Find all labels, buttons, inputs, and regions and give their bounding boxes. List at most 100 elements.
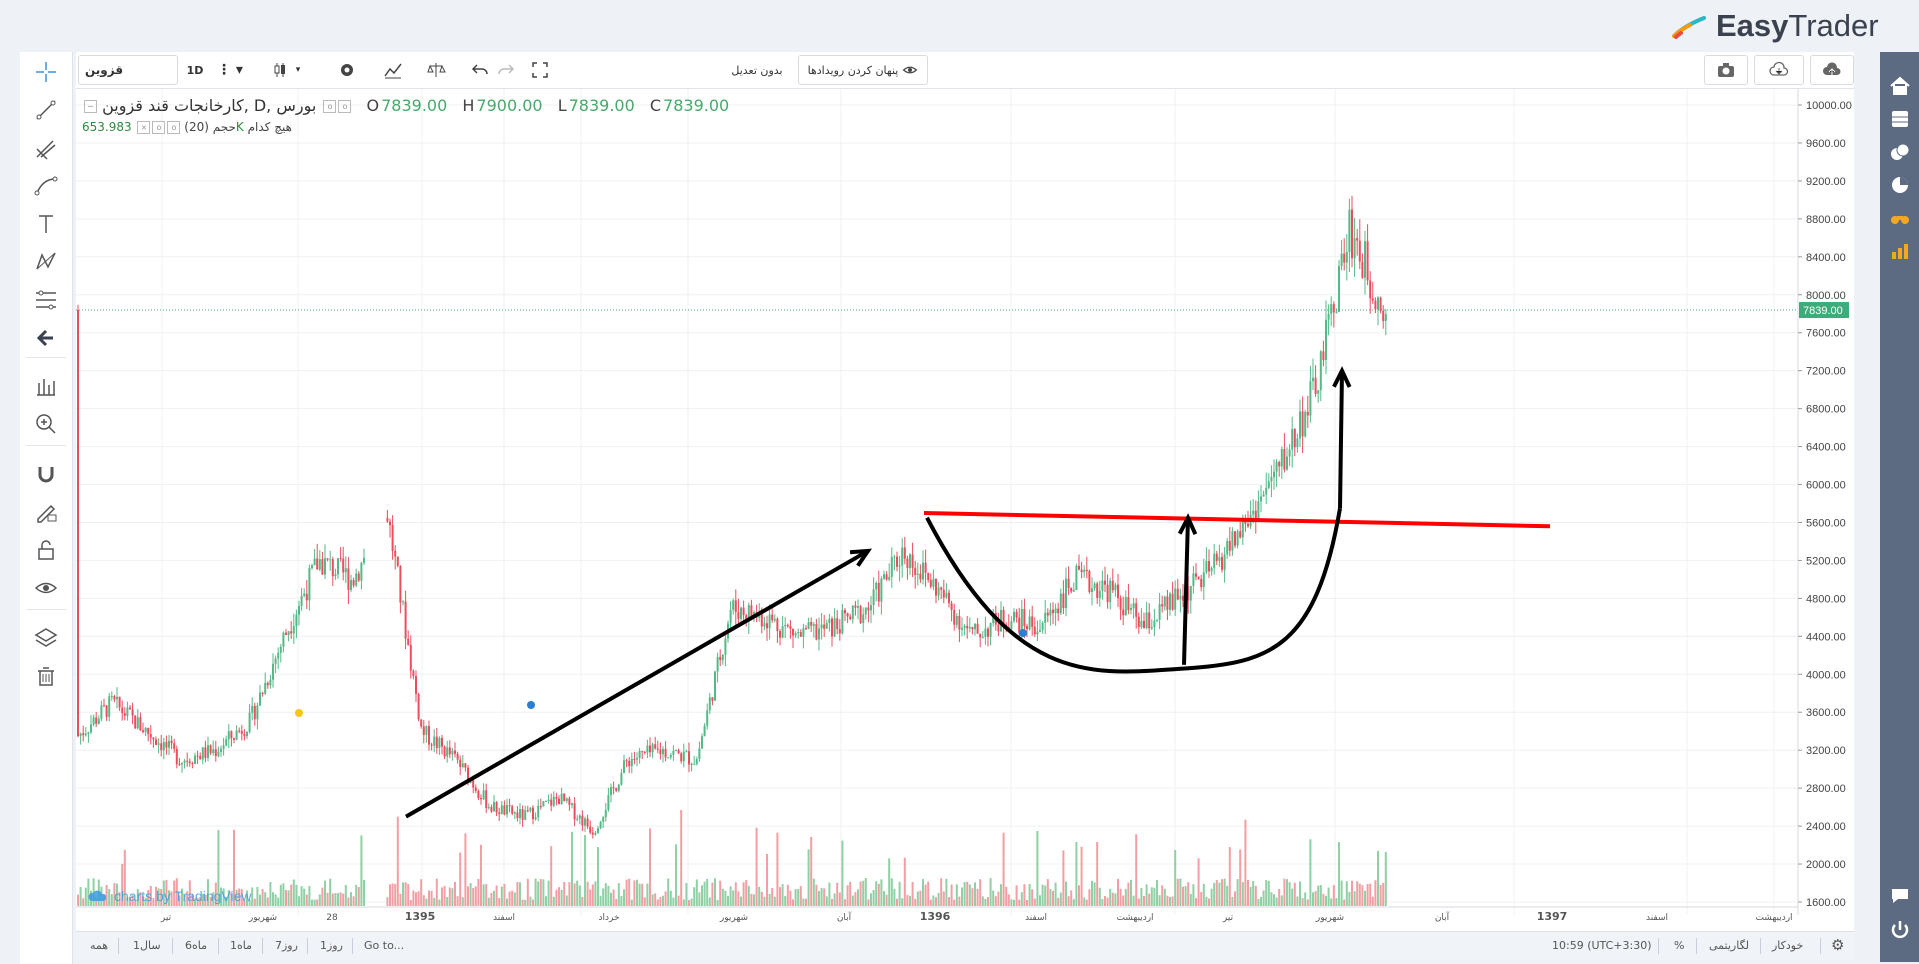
event-marker-dot[interactable] <box>527 701 535 709</box>
magnet-icon[interactable] <box>30 458 62 490</box>
volume-bar <box>324 880 326 906</box>
compare-scale-icon[interactable] <box>416 55 456 85</box>
percent-scale-toggle[interactable]: % <box>1674 939 1685 952</box>
candle-body <box>1257 501 1260 521</box>
candlestick-series[interactable] <box>77 195 1387 839</box>
screenshot-camera-icon[interactable] <box>1704 55 1748 85</box>
collapse-legend-icon[interactable]: − <box>84 100 97 113</box>
volume-remove-icon[interactable]: × <box>137 121 151 134</box>
redo-icon[interactable] <box>494 55 518 85</box>
legend-settings-icon[interactable]: o <box>323 100 337 113</box>
range-1d-button[interactable]: 1روز <box>320 939 343 952</box>
crosshair-icon[interactable] <box>30 56 62 88</box>
candle-body <box>1020 609 1023 633</box>
fullscreen-icon[interactable] <box>524 55 556 85</box>
interval-menu-button[interactable]: ⋮ ▾ <box>212 55 248 85</box>
cloud-upload-icon[interactable] <box>1810 55 1854 85</box>
candle-body <box>898 565 901 567</box>
eye-icon[interactable] <box>30 572 62 604</box>
candle-body <box>945 592 948 598</box>
candle-body <box>1275 462 1278 472</box>
stay-in-drawing-mode-icon[interactable] <box>30 496 62 528</box>
polyline-icon[interactable] <box>30 170 62 202</box>
event-marker-dot[interactable] <box>295 709 303 717</box>
candle-body <box>157 743 160 745</box>
adjustment-toggle[interactable]: بدون تعدیل <box>712 55 802 85</box>
candle-body <box>1262 494 1265 497</box>
range-all-button[interactable]: همه <box>90 939 109 952</box>
cloud-download-icon[interactable] <box>1754 55 1804 85</box>
volume-format-icon[interactable]: o <box>152 121 166 134</box>
time-axis-label: 28 <box>326 913 338 923</box>
range-7d-button[interactable]: 7روز <box>275 939 298 952</box>
clock-display[interactable]: 10:59 (UTC+3:30) <box>1552 939 1652 952</box>
layers-icon[interactable] <box>30 622 62 654</box>
fib-retracement-icon[interactable] <box>30 284 62 316</box>
legend-hide-icon[interactable]: o <box>338 100 352 113</box>
price-chart[interactable]: 10000.00 9600.00 9200.00 8800.00 8400.00 8000… <box>76 89 1854 931</box>
back-arrow-icon[interactable] <box>30 322 62 354</box>
candle-body <box>259 692 261 706</box>
bar-chart-icon[interactable] <box>1886 237 1913 264</box>
volume-bar <box>222 888 225 906</box>
volume-bar <box>1117 878 1119 906</box>
candle-body <box>1054 608 1057 614</box>
chart-canvas[interactable]: 10000.00 9600.00 9200.00 8800.00 8400.00 8000… <box>76 89 1854 931</box>
interval-button[interactable]: 1D <box>180 55 210 85</box>
breakout-arrow-line[interactable] <box>1338 370 1344 509</box>
trash-icon[interactable] <box>30 660 62 692</box>
range-1y-button[interactable]: 1سال <box>133 939 161 952</box>
price-axis[interactable] <box>1798 89 1854 931</box>
candle-body <box>1039 629 1041 632</box>
chat-icon[interactable] <box>1886 882 1913 909</box>
range-6m-button[interactable]: 6ماه <box>185 939 208 952</box>
volume-bar <box>409 899 412 906</box>
tradingview-watermark[interactable]: charts by TradingView <box>88 888 251 904</box>
symbol-search-input[interactable]: قزوین <box>78 55 178 85</box>
volume-bar <box>591 884 594 906</box>
indicators-icon[interactable] <box>373 55 413 85</box>
binoculars-icon[interactable] <box>1886 204 1913 231</box>
undo-icon[interactable] <box>468 55 492 85</box>
candle-body <box>298 605 300 615</box>
chart-style-button[interactable]: ▾ <box>262 55 310 85</box>
power-icon[interactable] <box>1886 916 1913 943</box>
candle-body <box>667 757 670 759</box>
cup-curve[interactable] <box>925 507 1342 674</box>
range-1m-button[interactable]: 1ماه <box>230 939 253 952</box>
candle-body <box>1114 584 1117 591</box>
measure-icon[interactable] <box>30 370 62 402</box>
volume-bar <box>459 852 462 906</box>
zoom-in-icon[interactable] <box>30 408 62 440</box>
volume-bar <box>1070 890 1073 906</box>
volume-bar <box>1093 882 1096 906</box>
trend-line-icon[interactable] <box>30 94 62 126</box>
candle-body <box>675 750 677 752</box>
trend-arrow-line[interactable] <box>405 549 869 819</box>
bottom-settings-gear-icon[interactable]: ⚙ <box>1831 936 1845 954</box>
candle-body <box>974 623 976 630</box>
settings-gear-icon[interactable] <box>330 55 364 85</box>
candle-body <box>516 812 519 819</box>
coins-icon[interactable] <box>1886 138 1913 165</box>
database-icon[interactable] <box>1886 105 1913 132</box>
home-icon[interactable] <box>1886 72 1913 99</box>
depth-arrow-line[interactable] <box>1182 517 1190 665</box>
text-tool-icon[interactable] <box>30 208 62 240</box>
log-scale-toggle[interactable]: لگاریتمی <box>1709 939 1749 952</box>
pie-chart-icon[interactable] <box>1886 171 1913 198</box>
lock-icon[interactable] <box>30 534 62 566</box>
event-marker-dot[interactable] <box>1019 629 1027 637</box>
auto-scale-toggle[interactable]: خودکار <box>1772 939 1804 952</box>
hide-events-button[interactable]: پنهان کردن رویدادها <box>798 55 928 85</box>
volume-bar <box>537 881 540 906</box>
pitchfork-icon[interactable] <box>30 132 62 164</box>
volume-settings-icon[interactable]: o <box>167 121 181 134</box>
candle-body <box>238 730 241 732</box>
goto-date-button[interactable]: Go to... <box>364 939 405 952</box>
pattern-icon[interactable] <box>30 246 62 278</box>
user-drawings[interactable] <box>405 366 1551 819</box>
candle-body <box>212 749 215 754</box>
resistance-line[interactable] <box>923 510 1551 529</box>
volume-bar <box>1041 884 1044 906</box>
